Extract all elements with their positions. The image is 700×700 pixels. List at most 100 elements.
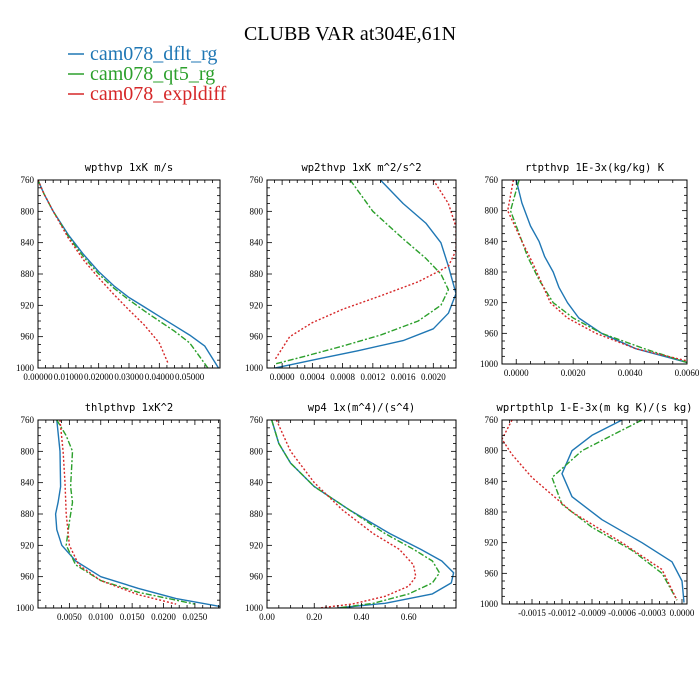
series-group xyxy=(502,420,685,603)
plot-frame xyxy=(501,419,688,605)
panel-title: thlpthvp 1xK^2 xyxy=(85,402,174,414)
y-tick-label: 920 xyxy=(21,540,35,550)
y-tick-label: 760 xyxy=(21,175,35,185)
y-tick-label: 840 xyxy=(485,476,499,486)
y-tick-label: 800 xyxy=(250,446,264,456)
x-tick-label: 0.0000 xyxy=(270,372,295,382)
panel-title: wp4 1x(m^4)/(s^4) xyxy=(308,402,415,414)
y-tick-label: 1000 xyxy=(16,363,35,373)
series-group xyxy=(54,420,220,608)
x-tick-label: 0.0200 xyxy=(151,612,176,622)
x-tick-label: 0.0050 xyxy=(57,612,82,622)
y-tick-label: 760 xyxy=(21,415,35,425)
x-tick-label: -0.0003 xyxy=(638,608,666,618)
x-tick-label: 0.01000 xyxy=(54,372,84,382)
y-tick-label: 960 xyxy=(250,572,264,582)
y-tick-label: 800 xyxy=(485,446,499,456)
panel-title: wp2thvp 1xK m^2/s^2 xyxy=(301,162,421,174)
y-tick-label: 920 xyxy=(485,298,499,308)
y-tick-label: 840 xyxy=(485,236,499,246)
series-line xyxy=(274,180,456,361)
x-tick-label: 0.0100 xyxy=(88,612,113,622)
y-tick-label: 960 xyxy=(485,568,499,578)
series-line xyxy=(274,180,456,368)
legend-label: cam078_dflt_rg xyxy=(90,43,217,65)
series-line xyxy=(54,420,220,608)
y-tick-label: 920 xyxy=(250,300,264,310)
series-line xyxy=(275,420,417,608)
y-tick-label: 1000 xyxy=(16,603,35,613)
series-line xyxy=(551,420,678,601)
series-line xyxy=(271,420,441,608)
y-tick-label: 880 xyxy=(485,267,499,277)
x-tick-label: -0.0006 xyxy=(608,608,636,618)
y-tick-label: 840 xyxy=(21,238,35,248)
y-tick-label: 760 xyxy=(250,175,264,185)
y-tick-label: 920 xyxy=(21,300,35,310)
y-tick-label: 760 xyxy=(485,415,499,425)
y-tick-label: 800 xyxy=(250,206,264,216)
x-tick-label: 0.00000 xyxy=(23,372,53,382)
y-tick-label: 880 xyxy=(485,507,499,517)
x-tick-label: 0.0000 xyxy=(504,368,529,378)
panel: wp4 1x(m^4)/(s^4)76080084088092096010000… xyxy=(245,402,457,622)
panel-title: wprtpthlp 1-E-3x(m kg K)/(s kg) xyxy=(497,402,693,414)
legend-entry: cam078_qt5_rg xyxy=(68,63,215,85)
plot-frame xyxy=(266,419,457,609)
legend-label: cam078_qt5_rg xyxy=(90,63,215,85)
series-line xyxy=(502,420,678,601)
x-tick-label: 0.0250 xyxy=(183,612,208,622)
series-group xyxy=(274,180,456,368)
x-tick-label: -0.0015 xyxy=(518,608,546,618)
panel: wpthvp 1xK m/s 760 800 840 880 920 960 10000.00… xyxy=(16,162,221,382)
panel: wp2thvp 1xK m^2/s^2 760 800 840 880 920 960 100… xyxy=(245,162,457,382)
y-tick-label: 880 xyxy=(250,509,264,519)
x-tick-label: 0.0016 xyxy=(391,372,416,382)
panel-title: wpthvp 1xK m/s xyxy=(85,162,174,174)
series-line xyxy=(56,420,196,605)
y-tick-label: 960 xyxy=(21,332,35,342)
x-tick-label: 0.00 xyxy=(259,612,275,622)
x-tick-label: -0.0012 xyxy=(548,608,576,618)
x-tick-label: 0.0012 xyxy=(360,372,385,382)
legend: cam078_dflt_rgcam078_qt5_rgcam078_expldi… xyxy=(68,43,227,105)
series-group xyxy=(38,180,220,368)
series-group xyxy=(507,180,687,364)
y-tick-label: 880 xyxy=(250,269,264,279)
plot-frame xyxy=(37,179,221,369)
legend-label: cam078_expldiff xyxy=(90,83,227,105)
y-tick-label: 800 xyxy=(21,206,35,216)
x-tick-label: 0.0008 xyxy=(330,372,355,382)
panel: rtpthvp 1E-3x(kg/kg) K 760 800 840 880 920 960… xyxy=(480,162,700,378)
legend-entry: cam078_dflt_rg xyxy=(68,43,217,65)
x-tick-label: 0.0020 xyxy=(561,368,586,378)
x-tick-label: 0.0150 xyxy=(120,612,145,622)
y-tick-label: 1000 xyxy=(480,359,499,369)
y-tick-label: 840 xyxy=(250,478,264,488)
series-line xyxy=(59,420,177,605)
series-line xyxy=(274,180,450,365)
y-tick-label: 1000 xyxy=(245,363,264,373)
series-line xyxy=(561,420,685,603)
x-tick-label: 0.0004 xyxy=(300,372,325,382)
y-tick-label: 760 xyxy=(485,175,499,185)
x-tick-label: 0.0040 xyxy=(618,368,643,378)
series-line xyxy=(509,180,687,364)
series-line xyxy=(271,420,455,608)
legend-entry: cam078_expldiff xyxy=(68,83,227,105)
y-tick-label: 880 xyxy=(21,509,35,519)
y-tick-label: 1000 xyxy=(480,599,499,609)
y-tick-label: 800 xyxy=(485,206,499,216)
plot-frame xyxy=(37,419,221,609)
x-tick-label: 0.0060 xyxy=(675,368,700,378)
x-tick-label: 0.02000 xyxy=(84,372,114,382)
panels: wpthvp 1xK m/s76080084088092096010000.00… xyxy=(16,162,700,622)
figure-title: CLUBB VAR at304E,61N xyxy=(244,23,456,45)
x-tick-label: 0.60 xyxy=(401,612,417,622)
series-line xyxy=(38,180,220,368)
y-tick-label: 800 xyxy=(21,446,35,456)
x-tick-label: 0.20 xyxy=(306,612,322,622)
plot-frame xyxy=(501,179,688,365)
y-tick-label: 840 xyxy=(250,238,264,248)
